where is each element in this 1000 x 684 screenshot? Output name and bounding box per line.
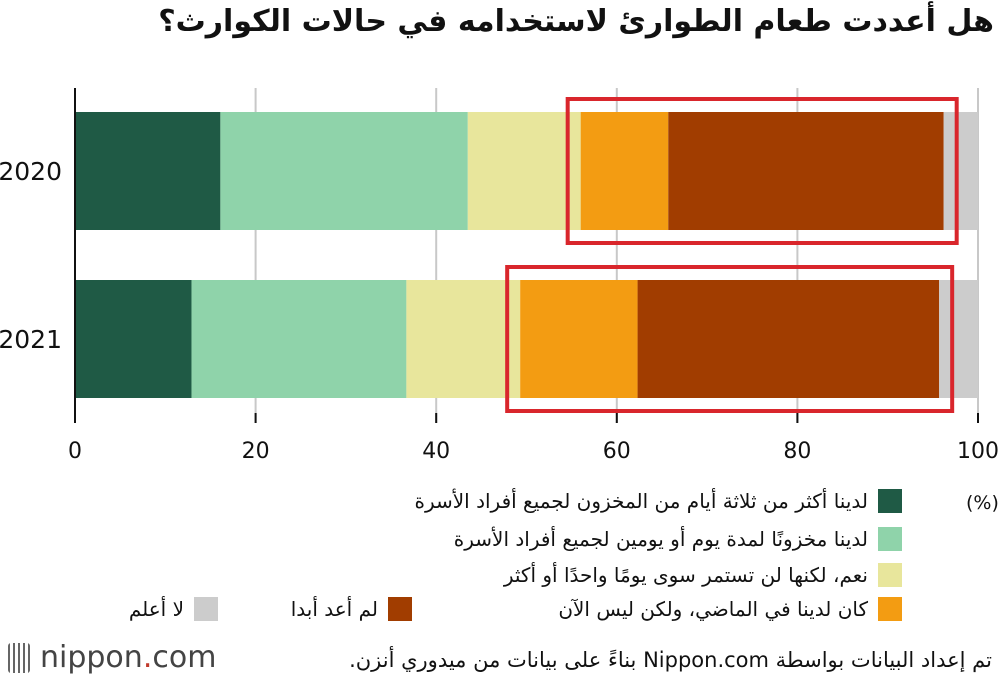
brand-prefix: nippon	[40, 640, 143, 675]
bar-segment	[580, 112, 669, 230]
legend-label: كان لدينا في الماضي، ولكن ليس الآن	[558, 597, 868, 621]
bar-segment	[520, 280, 638, 398]
legend-swatch	[878, 527, 902, 551]
highlight-box	[505, 265, 955, 413]
brand-suffix: com	[152, 640, 217, 675]
stacked-bar-chart: 2020 2021 0 20 40 60 80 100	[0, 88, 999, 464]
bar-segment	[220, 112, 468, 230]
bar-segment	[406, 280, 521, 398]
nippon-logo-icon	[8, 642, 30, 673]
legend-swatch	[878, 597, 902, 621]
legend-item-one-or-two-days: لدينا مخزونًا لمدة يوم أو يومين لجميع أف…	[454, 526, 902, 552]
legend-label: لا أعلم	[128, 597, 184, 621]
bar-segment	[75, 280, 192, 398]
highlight-box	[565, 97, 959, 245]
x-tick-label: 40	[422, 439, 450, 464]
legend-item-dont-know: لا أعلم	[129, 596, 218, 622]
bar-segment	[668, 112, 944, 230]
x-tick-label: 100	[957, 439, 999, 464]
legend-swatch	[388, 597, 412, 621]
bar-segment	[467, 112, 581, 230]
legend-label: لدينا مخزونًا لمدة يوم أو يومين لجميع أف…	[453, 527, 868, 551]
x-tick-label: 80	[783, 439, 811, 464]
legend-item-more-than-three-days: لدينا أكثر من ثلاثة أيام من المخزون لجمي…	[414, 488, 902, 514]
bar-segment	[637, 280, 940, 398]
legend-swatch	[878, 563, 902, 587]
legend-label: لدينا أكثر من ثلاثة أيام من المخزون لجمي…	[414, 489, 868, 513]
x-tick-label: 60	[603, 439, 631, 464]
chart-title: هل أعددت طعام الطوارئ لاستخدامه في حالات…	[158, 4, 994, 39]
source-note: تم إعداد البيانات بواسطة Nippon.com بناء…	[349, 648, 992, 672]
legend-item-had-in-past: كان لدينا في الماضي، ولكن ليس الآن	[558, 596, 902, 622]
legend-item-one-day-or-more: نعم، لكنها لن تستمر سوى يومًا واحدًا أو …	[504, 562, 902, 588]
category-label: 2021	[0, 325, 62, 354]
category-label: 2020	[0, 157, 62, 186]
x-tick-label: 0	[68, 439, 82, 464]
bar-segment	[75, 112, 221, 230]
x-tick-label: 20	[242, 439, 270, 464]
legend-swatch	[194, 597, 218, 621]
legend-swatch	[878, 489, 902, 513]
brand-dot: .	[142, 640, 153, 675]
legend-label: لم أعد أبدا	[290, 597, 378, 621]
bar-segment	[943, 112, 978, 230]
bar-segment	[191, 280, 407, 398]
legend-label: نعم، لكنها لن تستمر سوى يومًا واحدًا أو …	[503, 563, 868, 587]
nippon-logo: nippon. com	[8, 640, 216, 675]
legend-item-never-prepared: لم أعد أبدا	[291, 596, 412, 622]
bar-segment	[939, 280, 978, 398]
unit-label: (%)	[966, 492, 999, 514]
